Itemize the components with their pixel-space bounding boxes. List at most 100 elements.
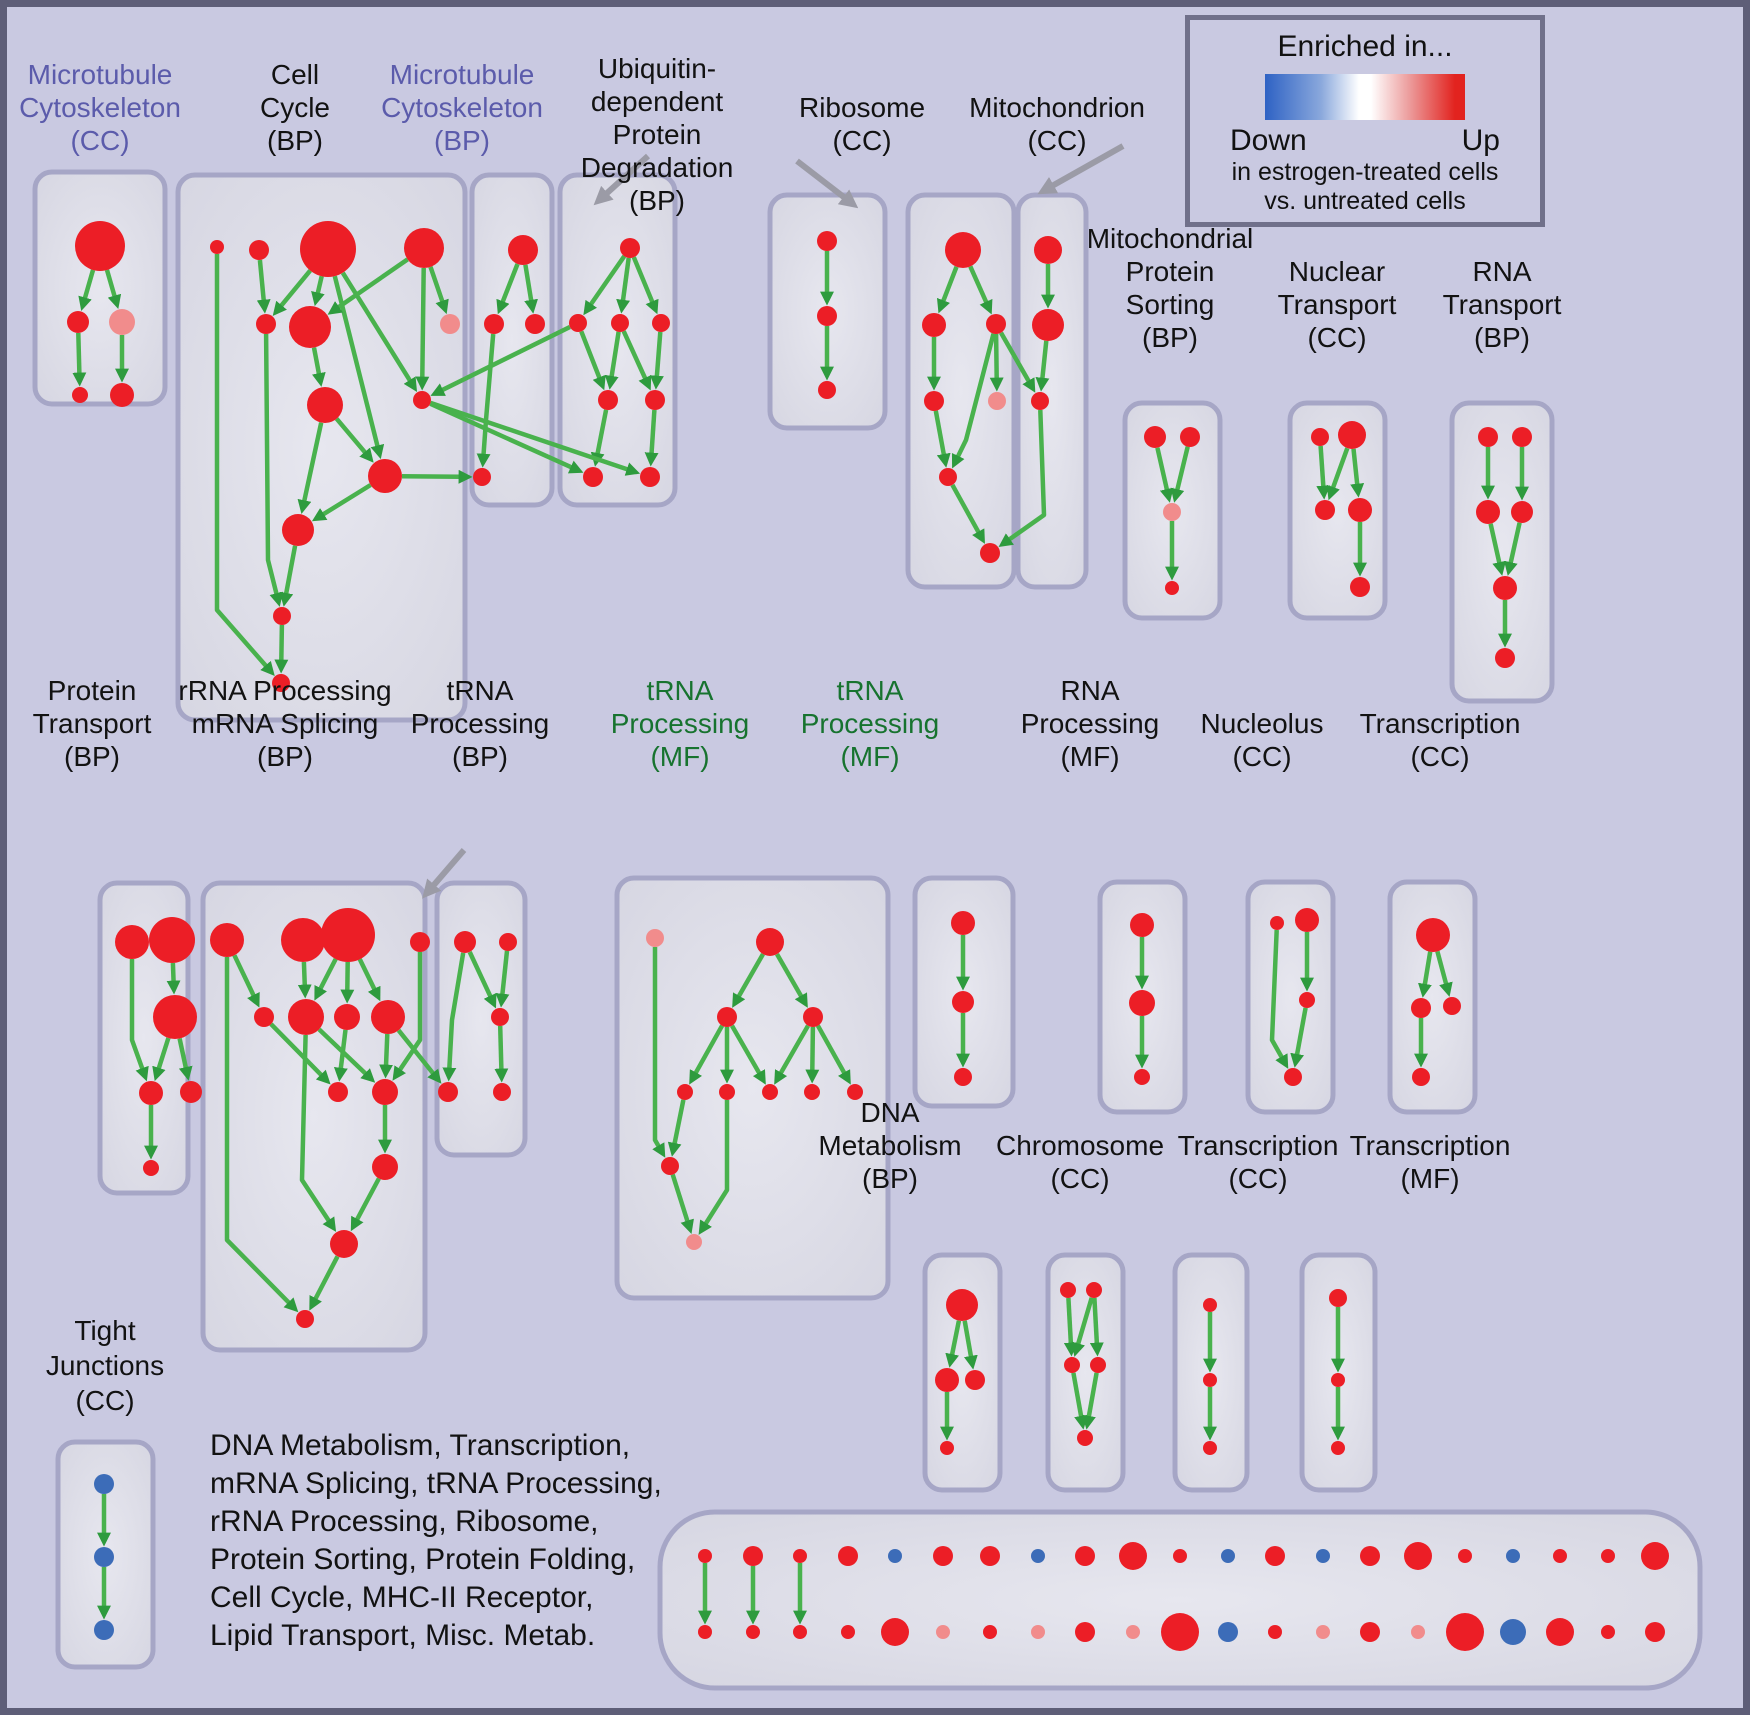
go-term-node[interactable] xyxy=(1086,1282,1102,1298)
go-term-node[interactable] xyxy=(371,1000,405,1034)
go-term-node[interactable] xyxy=(698,1549,712,1563)
go-term-node[interactable] xyxy=(965,1370,985,1390)
go-term-node[interactable] xyxy=(1218,1622,1238,1642)
go-term-node[interactable] xyxy=(652,314,670,332)
go-term-node[interactable] xyxy=(1511,501,1533,523)
go-term-node[interactable] xyxy=(1546,1618,1574,1646)
go-term-node[interactable] xyxy=(94,1547,114,1567)
go-term-node[interactable] xyxy=(67,311,89,333)
go-term-node[interactable] xyxy=(946,1289,978,1321)
go-term-node[interactable] xyxy=(72,387,88,403)
go-term-node[interactable] xyxy=(372,1079,398,1105)
go-term-node[interactable] xyxy=(1299,992,1315,1008)
go-term-node[interactable] xyxy=(569,314,587,332)
go-term-node[interactable] xyxy=(143,1160,159,1176)
go-term-node[interactable] xyxy=(296,1310,314,1328)
go-term-node[interactable] xyxy=(153,995,197,1039)
go-term-node[interactable] xyxy=(945,232,981,268)
go-term-node[interactable] xyxy=(109,309,135,335)
go-term-node[interactable] xyxy=(583,467,603,487)
go-term-node[interactable] xyxy=(438,1082,458,1102)
go-term-node[interactable] xyxy=(793,1625,807,1639)
go-term-node[interactable] xyxy=(1338,421,1366,449)
go-term-node[interactable] xyxy=(508,235,538,265)
go-term-node[interactable] xyxy=(1270,916,1284,930)
go-term-node[interactable] xyxy=(1180,427,1200,447)
go-term-node[interactable] xyxy=(1315,500,1335,520)
go-term-node[interactable] xyxy=(300,221,356,277)
go-term-node[interactable] xyxy=(1458,1549,1472,1563)
go-term-node[interactable] xyxy=(1221,1549,1235,1563)
go-term-node[interactable] xyxy=(410,932,430,952)
go-term-node[interactable] xyxy=(210,923,244,957)
go-term-node[interactable] xyxy=(939,468,957,486)
go-term-node[interactable] xyxy=(473,468,491,486)
go-term-node[interactable] xyxy=(661,1157,679,1175)
go-term-node[interactable] xyxy=(1316,1549,1330,1563)
go-term-node[interactable] xyxy=(1360,1546,1380,1566)
go-term-node[interactable] xyxy=(289,306,331,348)
go-term-node[interactable] xyxy=(935,1368,959,1392)
go-term-node[interactable] xyxy=(838,1546,858,1566)
go-term-node[interactable] xyxy=(1144,426,1166,448)
go-term-node[interactable] xyxy=(307,387,343,423)
go-term-node[interactable] xyxy=(746,1625,760,1639)
go-term-node[interactable] xyxy=(743,1546,763,1566)
go-term-node[interactable] xyxy=(1161,1613,1199,1651)
go-term-node[interactable] xyxy=(1034,236,1062,264)
go-term-node[interactable] xyxy=(1129,990,1155,1016)
go-term-node[interactable] xyxy=(210,240,224,254)
go-term-node[interactable] xyxy=(1601,1625,1615,1639)
go-term-node[interactable] xyxy=(1506,1549,1520,1563)
go-term-node[interactable] xyxy=(1412,1068,1430,1086)
go-term-node[interactable] xyxy=(272,674,290,692)
go-term-node[interactable] xyxy=(1203,1298,1217,1312)
go-term-node[interactable] xyxy=(1404,1542,1432,1570)
go-term-node[interactable] xyxy=(1331,1373,1345,1387)
go-term-node[interactable] xyxy=(115,925,149,959)
go-term-node[interactable] xyxy=(1411,998,1431,1018)
go-term-node[interactable] xyxy=(1553,1549,1567,1563)
go-term-node[interactable] xyxy=(330,1230,358,1258)
go-term-node[interactable] xyxy=(1476,500,1500,524)
go-term-node[interactable] xyxy=(1443,997,1461,1015)
go-term-node[interactable] xyxy=(1090,1357,1106,1373)
go-term-node[interactable] xyxy=(1060,1282,1076,1298)
go-term-node[interactable] xyxy=(273,607,291,625)
go-term-node[interactable] xyxy=(1203,1441,1217,1455)
go-term-node[interactable] xyxy=(817,231,837,251)
go-term-node[interactable] xyxy=(719,1084,735,1100)
go-term-node[interactable] xyxy=(1295,908,1319,932)
go-term-node[interactable] xyxy=(1493,576,1517,600)
go-term-node[interactable] xyxy=(454,931,476,953)
go-term-node[interactable] xyxy=(952,991,974,1013)
go-term-node[interactable] xyxy=(762,1084,778,1100)
go-term-node[interactable] xyxy=(1031,1625,1045,1639)
go-term-node[interactable] xyxy=(986,314,1006,334)
go-term-node[interactable] xyxy=(1077,1430,1093,1446)
go-term-node[interactable] xyxy=(254,1007,274,1027)
go-term-node[interactable] xyxy=(841,1625,855,1639)
go-term-node[interactable] xyxy=(954,1068,972,1086)
go-term-node[interactable] xyxy=(1495,648,1515,668)
go-term-node[interactable] xyxy=(1348,498,1372,522)
go-term-node[interactable] xyxy=(933,1546,953,1566)
go-term-node[interactable] xyxy=(1311,428,1329,446)
go-term-node[interactable] xyxy=(1284,1068,1302,1086)
go-term-node[interactable] xyxy=(75,221,125,271)
go-term-node[interactable] xyxy=(1331,1441,1345,1455)
go-term-node[interactable] xyxy=(756,928,784,956)
go-term-node[interactable] xyxy=(499,933,517,951)
go-term-node[interactable] xyxy=(1126,1625,1140,1639)
go-term-node[interactable] xyxy=(881,1618,909,1646)
go-term-node[interactable] xyxy=(334,1004,360,1030)
go-term-node[interactable] xyxy=(1350,577,1370,597)
go-term-node[interactable] xyxy=(1165,581,1179,595)
go-term-node[interactable] xyxy=(698,1625,712,1639)
go-term-node[interactable] xyxy=(640,467,660,487)
go-term-node[interactable] xyxy=(372,1154,398,1180)
go-term-node[interactable] xyxy=(94,1620,114,1640)
go-term-node[interactable] xyxy=(328,1082,348,1102)
go-term-node[interactable] xyxy=(646,929,664,947)
go-term-node[interactable] xyxy=(793,1549,807,1563)
